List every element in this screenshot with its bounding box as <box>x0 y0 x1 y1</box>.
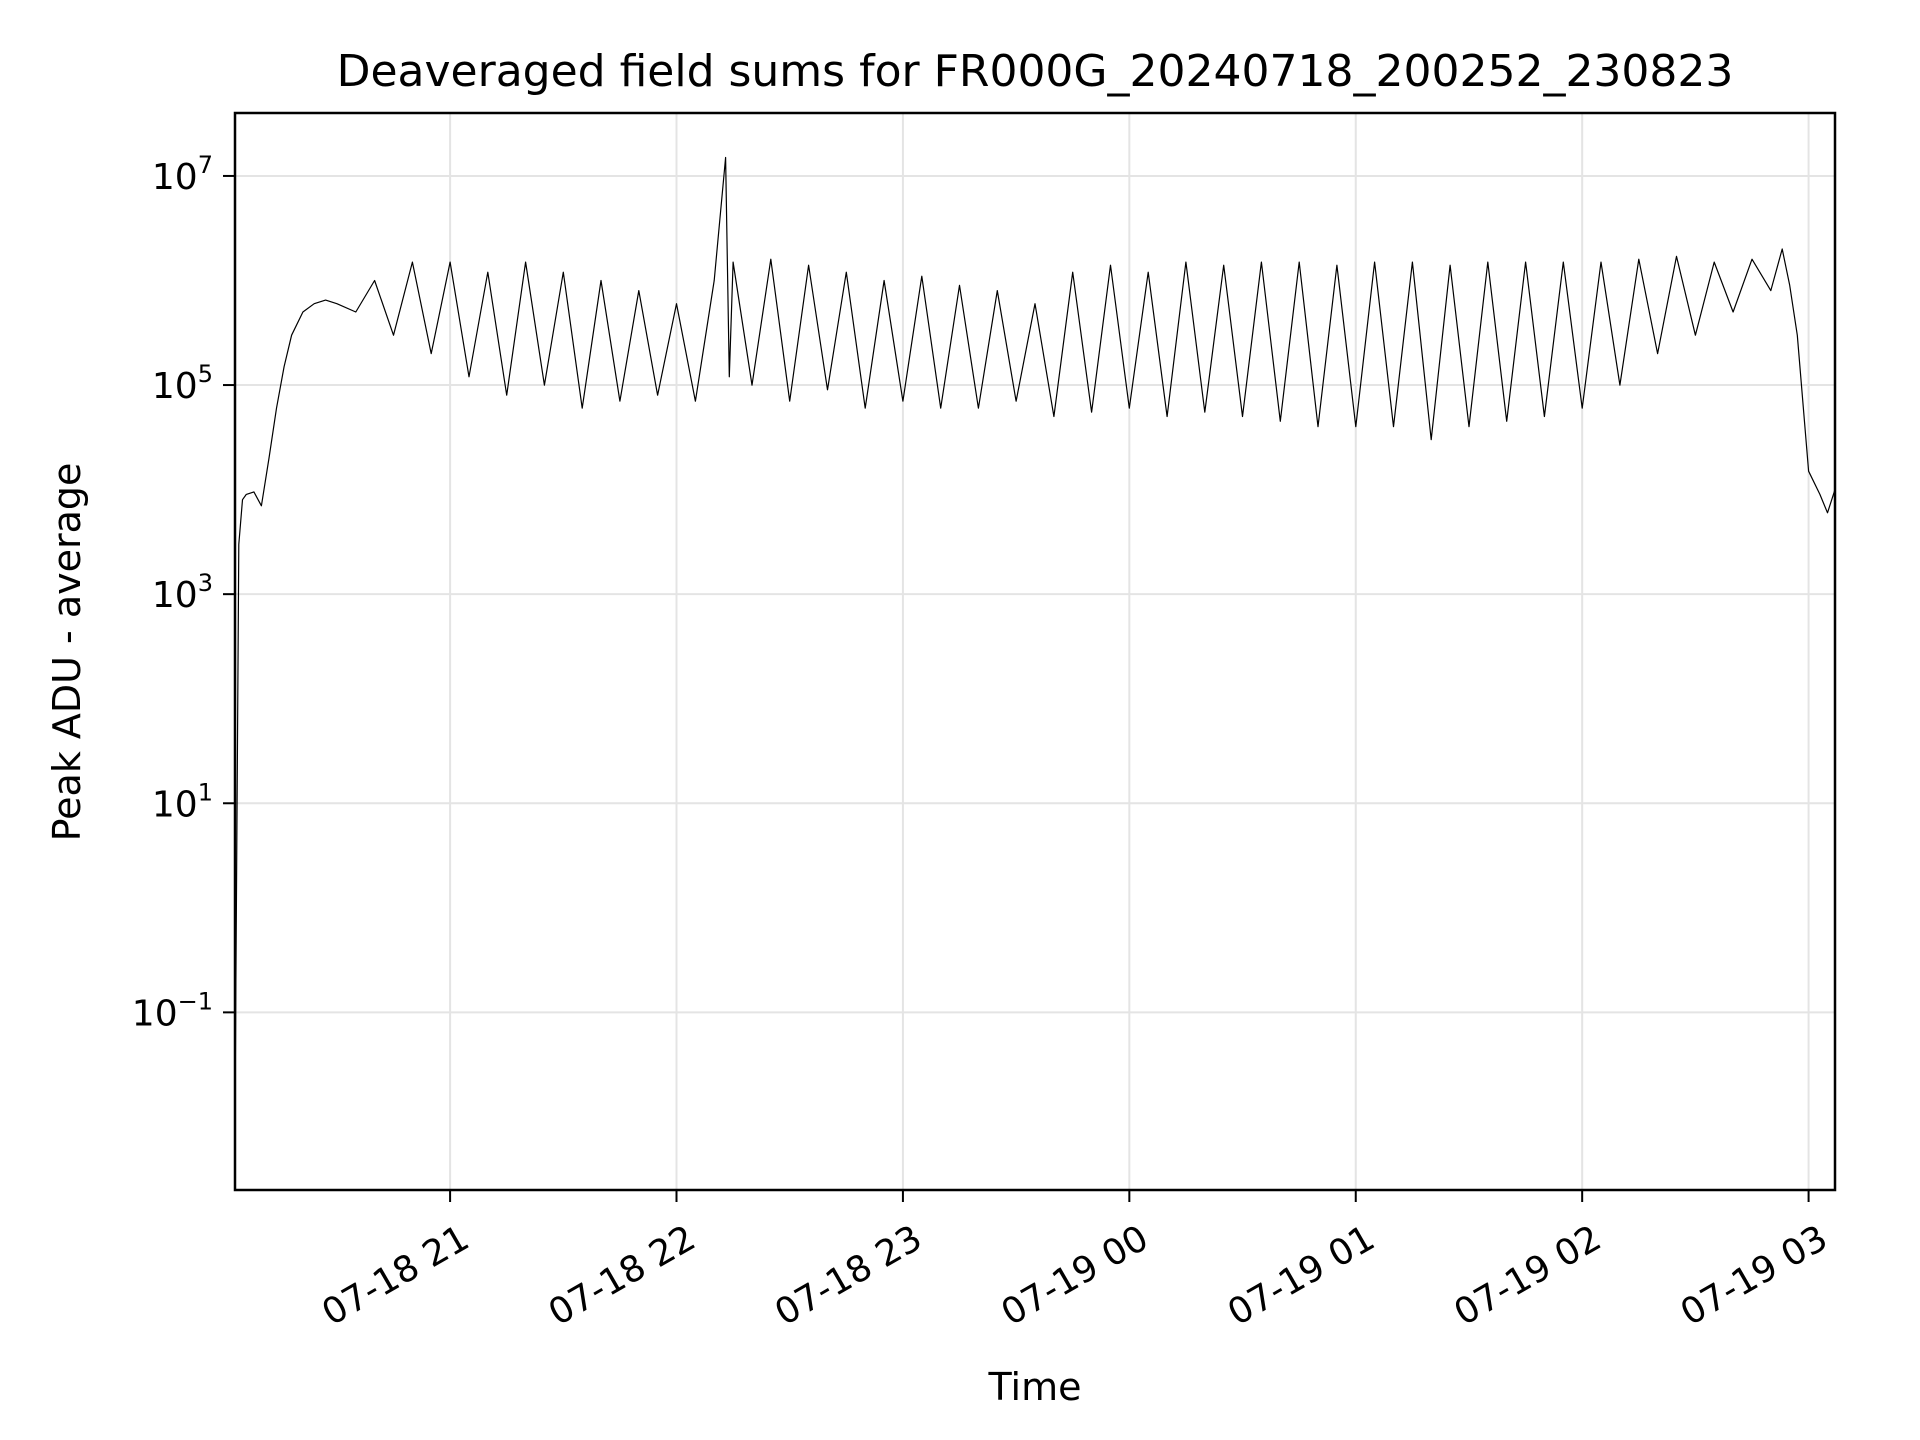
y-tick-base: 10 <box>152 157 198 198</box>
y-tick-label: 101 <box>152 778 213 825</box>
y-tick-base: 10 <box>152 366 198 407</box>
y-tick-base: 10 <box>152 784 198 825</box>
y-tick-label: 105 <box>152 360 213 407</box>
y-axis-label: Peak ADU - average <box>45 463 89 842</box>
x-tick-label: 07-18 23 <box>768 1218 929 1334</box>
x-axis-label: Time <box>988 1365 1082 1409</box>
grid <box>235 113 1835 1190</box>
series-line <box>234 156 1836 1117</box>
axis-ticks: 07-18 21 07-18 22 07-18 23 07-19 00 07-19 01… <box>132 151 1835 1334</box>
y-tick-base: 10 <box>132 993 178 1034</box>
y-tick-exponent: 3 <box>198 569 213 597</box>
y-tick-label: 10−1 <box>132 987 213 1034</box>
x-tick-label: 07-18 22 <box>542 1218 703 1334</box>
x-tick-label: 07-18 21 <box>315 1218 476 1334</box>
y-tick-base: 10 <box>152 575 198 616</box>
y-tick-label: 107 <box>152 151 213 198</box>
x-tick-label: 07-19 03 <box>1674 1218 1835 1334</box>
series-layer <box>234 156 1836 1117</box>
y-tick-exponent: 7 <box>198 151 213 179</box>
chart-title: Deaveraged field sums for FR000G_2024071… <box>337 46 1734 97</box>
y-tick-exponent: 1 <box>198 778 213 806</box>
y-tick-exponent: −1 <box>178 987 213 1015</box>
y-tick-exponent: 5 <box>198 360 213 388</box>
plot-frame <box>233 111 1837 1192</box>
y-tick-label: 103 <box>152 569 213 616</box>
x-tick-label: 07-19 00 <box>995 1218 1156 1334</box>
x-tick-label: 07-19 01 <box>1221 1218 1382 1334</box>
x-tick-label: 07-19 02 <box>1447 1218 1608 1334</box>
